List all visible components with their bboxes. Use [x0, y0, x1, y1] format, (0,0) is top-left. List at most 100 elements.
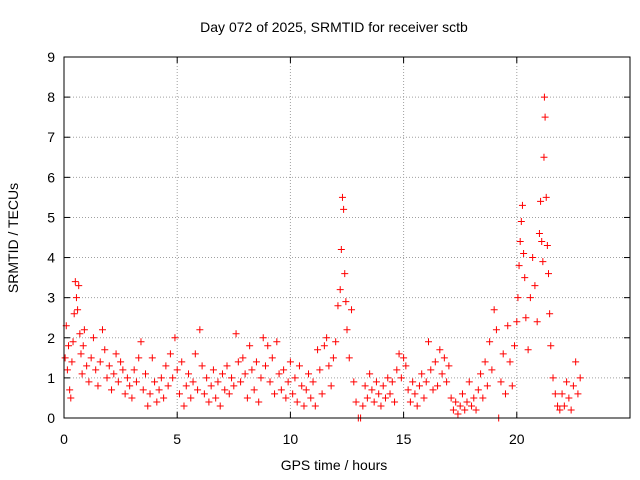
data-point [257, 374, 265, 382]
x-tick-label: 15 [396, 431, 412, 447]
data-point [182, 382, 190, 390]
data-point [541, 113, 549, 121]
data-point [214, 378, 222, 386]
data-point [74, 306, 82, 314]
data-point [431, 358, 439, 366]
data-point [537, 197, 545, 205]
data-point [576, 374, 584, 382]
data-point [255, 398, 263, 406]
data-point [266, 378, 274, 386]
data-point [71, 278, 79, 286]
data-point [513, 318, 521, 326]
data-point [298, 382, 306, 390]
data-point [572, 358, 580, 366]
data-point [400, 354, 408, 362]
data-point [539, 258, 547, 266]
y-tick-label: 7 [47, 129, 55, 145]
data-point [504, 322, 512, 330]
data-point [440, 354, 448, 362]
data-point [393, 366, 401, 374]
y-tick-label: 0 [47, 410, 55, 426]
y-tick-label: 6 [47, 169, 55, 185]
data-point [83, 362, 91, 370]
data-point [128, 394, 136, 402]
data-point [427, 366, 435, 374]
data-point [246, 342, 254, 350]
data-point [123, 374, 131, 382]
data-point [175, 390, 183, 398]
data-point [327, 382, 335, 390]
data-point [348, 306, 356, 314]
grid [64, 57, 630, 418]
data-point [146, 390, 154, 398]
y-axis-title: SRMTID / TECUs [5, 183, 21, 293]
data-point [89, 334, 97, 342]
data-point [481, 358, 489, 366]
y-tick-label: 4 [47, 250, 55, 266]
data-point [516, 238, 524, 246]
data-point [67, 394, 75, 402]
data-point [98, 326, 106, 334]
data-points [61, 93, 584, 422]
data-point [535, 229, 543, 237]
data-point [343, 326, 351, 334]
data-point [488, 366, 496, 374]
data-point [438, 370, 446, 378]
data-point [342, 298, 350, 306]
data-point [526, 294, 534, 302]
data-point [458, 390, 466, 398]
y-tick-label: 1 [47, 370, 55, 386]
data-point [549, 374, 557, 382]
data-point [551, 390, 559, 398]
data-point [280, 366, 288, 374]
data-point [194, 386, 202, 394]
data-point [470, 394, 478, 402]
data-point [563, 378, 571, 386]
data-point [514, 294, 522, 302]
data-point [490, 306, 498, 314]
data-point [63, 366, 71, 374]
data-point [155, 386, 163, 394]
data-point [402, 362, 410, 370]
data-point [61, 354, 69, 362]
data-point [379, 382, 387, 390]
data-point [225, 390, 233, 398]
data-point [200, 390, 208, 398]
data-point [237, 378, 245, 386]
data-point [497, 378, 505, 386]
data-point [196, 326, 204, 334]
data-point [474, 386, 482, 394]
data-point [309, 378, 317, 386]
data-point [264, 342, 272, 350]
data-point [164, 382, 172, 390]
data-point [112, 350, 120, 358]
data-point [178, 358, 186, 366]
data-point [341, 270, 349, 278]
data-point [422, 378, 430, 386]
data-point [85, 378, 93, 386]
data-point [456, 402, 464, 410]
data-point [103, 374, 111, 382]
data-point [397, 374, 405, 382]
data-point [121, 390, 129, 398]
data-point [173, 366, 181, 374]
data-point [205, 398, 213, 406]
data-point [300, 402, 308, 410]
data-point [472, 406, 480, 414]
data-point [314, 346, 322, 354]
data-point [69, 338, 77, 346]
data-point [259, 334, 267, 342]
data-point [302, 386, 310, 394]
data-point [372, 378, 380, 386]
data-point [520, 250, 528, 258]
data-point [406, 398, 414, 406]
data-point [483, 382, 491, 390]
x-tick-label: 10 [283, 431, 299, 447]
data-point [531, 282, 539, 290]
data-point [171, 334, 179, 342]
data-point [271, 390, 279, 398]
data-point [434, 382, 442, 390]
data-point [479, 394, 487, 402]
data-point [540, 93, 548, 101]
data-point [329, 354, 337, 362]
